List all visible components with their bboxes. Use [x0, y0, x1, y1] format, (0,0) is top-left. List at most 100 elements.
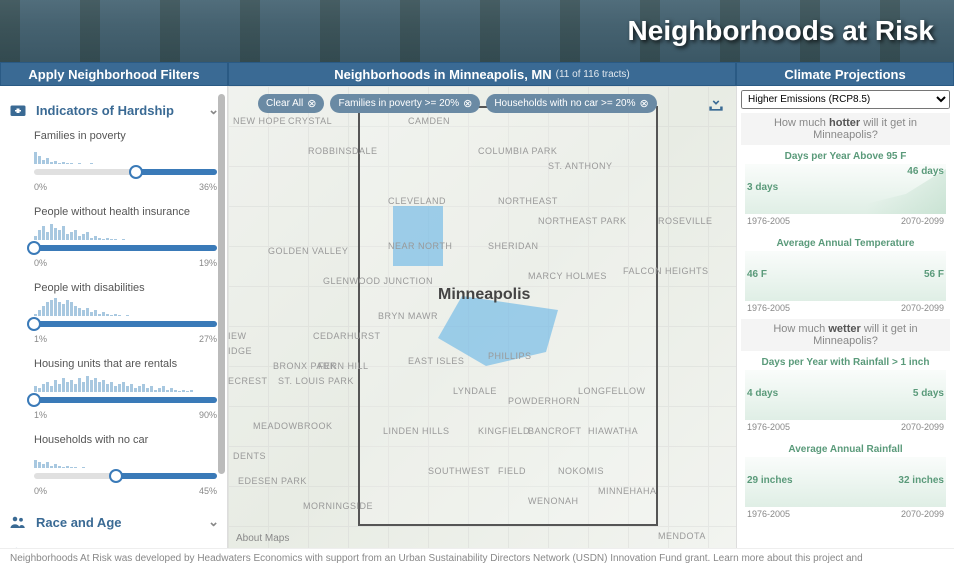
projection-title: Days per Year with Rainfall > 1 inch	[741, 357, 950, 368]
projection-title: Days per Year Above 95 F	[741, 151, 950, 162]
year-start: 1976-2005	[747, 422, 790, 432]
range-max: 90%	[199, 410, 217, 420]
map-place-label: PHILLIPS	[488, 351, 532, 361]
filter-label: People without health insurance	[34, 206, 217, 218]
section-race-age-label: Race and Age	[36, 515, 122, 530]
range-min: 1%	[34, 334, 47, 344]
rain-cloud-icon	[8, 544, 28, 548]
slider-thumb[interactable]	[27, 317, 41, 331]
section-race-age[interactable]: Race and Age ⌄	[6, 506, 221, 538]
filter-label: Housing units that are rentals	[34, 358, 217, 370]
filter-item: People with disabilities 1%27%	[6, 278, 221, 354]
range-min: 0%	[34, 182, 47, 192]
projection-chart: 3 days 46 days	[745, 164, 946, 214]
map-place-label: CLEVELAND	[388, 196, 446, 206]
chip-clear-all[interactable]: Clear All⊗	[258, 94, 324, 113]
range-slider[interactable]	[34, 316, 217, 332]
range-slider[interactable]	[34, 164, 217, 180]
projection-title: Average Annual Temperature	[741, 238, 950, 249]
map-place-label: HIAWATHA	[588, 426, 638, 436]
map-place-label: IDGE	[228, 346, 252, 356]
map-place-label: LONGFELLOW	[578, 386, 646, 396]
tract-count: (11 of 116 tracts)	[556, 69, 630, 80]
projections-panel: Higher Emissions (RCP8.5) How much hotte…	[736, 86, 954, 548]
map-place-label: EDESEN PARK	[238, 476, 307, 486]
filter-panel: Indicators of Hardship ⌄ Families in pov…	[0, 86, 228, 548]
map-place-label: DENTS	[233, 451, 266, 461]
range-slider[interactable]	[34, 392, 217, 408]
map-place-label: Roseville	[658, 216, 713, 226]
filter-chips: Clear All⊗ Families in poverty >= 20%⊗ H…	[258, 94, 657, 113]
sparkline	[34, 220, 217, 240]
sparkline	[34, 144, 217, 164]
projection-start-value: 3 days	[747, 182, 778, 193]
projection-start-value: 46 F	[747, 269, 767, 280]
projection-title: Average Annual Rainfall	[741, 444, 950, 455]
header-map-title: Neighborhoods in Minneapolis, MN	[334, 67, 551, 82]
city-label: Minneapolis	[438, 286, 530, 304]
people-icon	[8, 512, 28, 532]
footer-text: Neighborhoods At Risk was developed by H…	[0, 548, 954, 570]
about-maps-link[interactable]: About Maps	[236, 533, 289, 544]
hero-banner: Neighborhoods at Risk	[0, 0, 954, 62]
map-place-label: LYNDALE	[453, 386, 497, 396]
scrollbar[interactable]	[218, 94, 225, 474]
chevron-down-icon: ⌄	[208, 546, 219, 548]
year-end: 2070-2099	[901, 303, 944, 313]
section-hardship-label: Indicators of Hardship	[36, 103, 174, 118]
map-place-label: Robbinsdale	[308, 146, 378, 156]
map-place-label: CEDARHURST	[313, 331, 381, 341]
projection-chart: 4 days 5 days	[745, 370, 946, 420]
close-icon: ⊗	[463, 97, 472, 110]
range-max: 19%	[199, 258, 217, 268]
filter-label: Families in poverty	[34, 130, 217, 142]
close-icon: ⊗	[640, 97, 649, 110]
range-slider[interactable]	[34, 240, 217, 256]
map-place-label: NORTHEAST	[498, 196, 558, 206]
range-min: 0%	[34, 486, 47, 496]
projection-end-value: 5 days	[913, 388, 944, 399]
map-place-label: SOUTHWEST	[428, 466, 490, 476]
range-slider[interactable]	[34, 468, 217, 484]
header-filters: Apply Neighborhood Filters	[0, 62, 228, 86]
question-hotter: How much hotter will it get in Minneapol…	[741, 113, 950, 145]
tract-highlight[interactable]	[393, 206, 443, 266]
map-place-label: ECREST	[228, 376, 268, 386]
chevron-down-icon: ⌄	[208, 514, 219, 530]
hero-title: Neighborhoods at Risk	[628, 15, 934, 47]
slider-thumb[interactable]	[27, 241, 41, 255]
section-hardship[interactable]: Indicators of Hardship ⌄	[6, 94, 221, 126]
map-place-label: Falcon Heights	[623, 266, 709, 276]
map-place-label: FIELD	[498, 466, 526, 476]
scenario-select[interactable]: Higher Emissions (RCP8.5)	[741, 90, 950, 109]
filter-item: Housing units that are rentals 1% 90%	[6, 354, 221, 430]
map-place-label: BRONX PARK	[273, 361, 336, 371]
range-min: 1%	[34, 410, 47, 420]
year-start: 1976-2005	[747, 216, 790, 226]
map-place-label: CAMDEN	[408, 116, 450, 126]
question-wetter: How much wetter will it get in Minneapol…	[741, 319, 950, 351]
download-icon[interactable]	[706, 94, 726, 117]
map-place-label: Crystal	[288, 116, 332, 126]
map-panel[interactable]: Minneapolis CAMDENCOLUMBIA PARKNORTHEAST…	[228, 86, 736, 548]
projection-end-value: 56 F	[924, 269, 944, 280]
slider-thumb[interactable]	[109, 469, 123, 483]
map-place-label: MARCY HOLMES	[528, 271, 607, 281]
slider-thumb[interactable]	[27, 393, 41, 407]
projection-end-value: 32 inches	[898, 475, 944, 486]
map-place-label: SHERIDAN	[488, 241, 539, 251]
map-place-label: WENONAH	[528, 496, 579, 506]
map-place-label: New Hope	[233, 116, 286, 126]
chip-poverty[interactable]: Families in poverty >= 20%⊗	[330, 94, 480, 113]
projection-start-value: 29 inches	[747, 475, 793, 486]
range-min: 0%	[34, 258, 47, 268]
year-start: 1976-2005	[747, 303, 790, 313]
year-end: 2070-2099	[901, 216, 944, 226]
map-place-label: Golden Valley	[268, 246, 348, 256]
map-place-label: NORTHEAST PARK	[538, 216, 627, 226]
section-land-water[interactable]: Land and Water ⌄	[6, 538, 221, 548]
chip-no-car[interactable]: Households with no car >= 20%⊗	[486, 94, 656, 113]
filter-item: Families in poverty 0%36%	[6, 126, 221, 202]
projection-start-value: 4 days	[747, 388, 778, 399]
slider-thumb[interactable]	[129, 165, 143, 179]
